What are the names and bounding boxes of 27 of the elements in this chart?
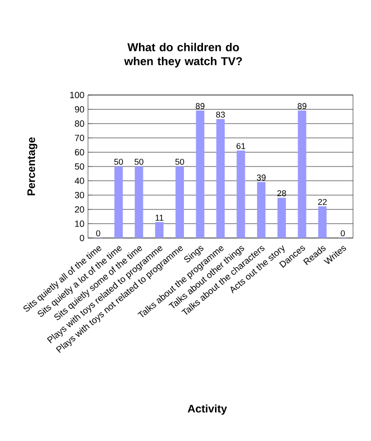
y-tick-label: 0 — [80, 234, 84, 242]
data-label: 89 — [196, 103, 204, 110]
y-tick-label: 20 — [74, 206, 84, 213]
y-tick-label: 80 — [74, 120, 84, 127]
data-label: 28 — [277, 190, 286, 196]
data-label: 0 — [340, 230, 345, 236]
data-label: 83 — [216, 112, 225, 118]
data-label: 39 — [256, 174, 266, 181]
chart-title: What do children do when they watch TV? — [124, 42, 242, 68]
y-tick-label: 10 — [75, 220, 84, 227]
y-tick-label: 40 — [74, 178, 84, 184]
data-label: 50 — [114, 158, 123, 165]
y-tick-label: 60 — [74, 149, 84, 156]
y-tick-label: 100 — [70, 92, 84, 98]
data-label: 50 — [134, 158, 144, 165]
x-axis-title: Activity — [188, 404, 227, 415]
data-label: 0 — [96, 230, 100, 236]
y-tick-label: 90 — [74, 106, 84, 112]
y-tick-label: 70 — [74, 134, 84, 142]
data-label: 89 — [298, 103, 306, 110]
y-axis-title: Percentage — [27, 137, 38, 196]
data-label: 11 — [156, 214, 164, 221]
y-tick-label: 30 — [74, 192, 84, 198]
data-label: 61 — [236, 143, 246, 150]
data-label: 22 — [318, 198, 327, 205]
y-tick-label: 50 — [74, 163, 84, 170]
data-label: 50 — [175, 158, 184, 165]
